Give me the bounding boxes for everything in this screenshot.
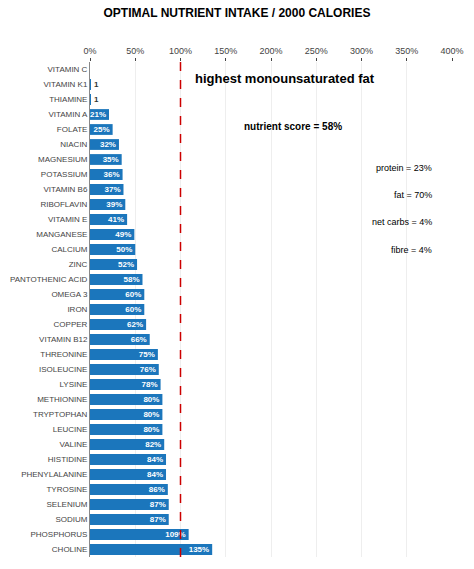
svg-text:LYSINE: LYSINE [60, 380, 88, 389]
svg-text:200%: 200% [259, 46, 282, 56]
svg-text:350%: 350% [395, 46, 418, 56]
svg-text:76%: 76% [140, 365, 156, 374]
svg-text:37%: 37% [104, 185, 120, 194]
svg-text:RIBOFLAVIN: RIBOFLAVIN [40, 200, 87, 209]
svg-text:78%: 78% [142, 380, 158, 389]
svg-text:50%: 50% [116, 245, 132, 254]
svg-text:1: 1 [94, 95, 99, 104]
svg-text:ZINC: ZINC [69, 260, 88, 269]
svg-text:CALCIUM: CALCIUM [51, 245, 87, 254]
svg-text:86%: 86% [149, 485, 165, 494]
svg-text:POTASSIUM: POTASSIUM [41, 170, 88, 179]
svg-text:TYROSINE: TYROSINE [46, 485, 87, 494]
svg-text:150%: 150% [214, 46, 237, 56]
svg-text:MANGANESE: MANGANESE [36, 230, 87, 239]
svg-text:VITAMIN C: VITAMIN C [48, 65, 88, 74]
svg-text:PANTOTHENIC ACID: PANTOTHENIC ACID [10, 275, 88, 284]
svg-text:39%: 39% [106, 200, 122, 209]
svg-text:75%: 75% [139, 350, 155, 359]
svg-text:VITAMIN E: VITAMIN E [48, 215, 87, 224]
svg-text:nutrient score = 58%: nutrient score = 58% [244, 121, 342, 132]
svg-text:60%: 60% [125, 290, 141, 299]
svg-text:135%: 135% [189, 545, 209, 554]
svg-text:SODIUM: SODIUM [55, 515, 87, 524]
svg-text:LEUCINE: LEUCINE [53, 425, 88, 434]
svg-text:COPPER: COPPER [54, 320, 88, 329]
svg-text:NIACIN: NIACIN [60, 140, 87, 149]
svg-text:net carbs = 4%: net carbs = 4% [372, 217, 432, 227]
svg-text:80%: 80% [143, 425, 159, 434]
svg-text:84%: 84% [147, 455, 163, 464]
svg-text:82%: 82% [145, 440, 161, 449]
svg-text:100%: 100% [169, 46, 192, 56]
svg-text:TRYPTOPHAN: TRYPTOPHAN [33, 410, 88, 419]
svg-text:CHOLINE: CHOLINE [52, 545, 88, 554]
svg-text:32%: 32% [100, 140, 116, 149]
svg-text:PHOSPHORUS: PHOSPHORUS [30, 530, 87, 539]
svg-text:21%: 21% [90, 110, 106, 119]
svg-text:SELENIUM: SELENIUM [46, 500, 87, 509]
svg-text:400%: 400% [440, 46, 463, 56]
svg-text:IRON: IRON [67, 305, 87, 314]
svg-text:80%: 80% [143, 395, 159, 404]
svg-text:VITAMIN B6: VITAMIN B6 [44, 185, 88, 194]
svg-text:VALINE: VALINE [60, 440, 88, 449]
svg-text:300%: 300% [350, 46, 373, 56]
svg-text:87%: 87% [150, 500, 166, 509]
svg-text:ISOLEUCINE: ISOLEUCINE [39, 365, 87, 374]
svg-text:35%: 35% [103, 155, 119, 164]
svg-text:OPTIMAL NUTRIENT INTAKE / 2000: OPTIMAL NUTRIENT INTAKE / 2000 CALORIES [104, 6, 371, 20]
svg-text:HISTIDINE: HISTIDINE [48, 455, 88, 464]
svg-text:OMEGA 3: OMEGA 3 [51, 290, 88, 299]
svg-text:84%: 84% [147, 470, 163, 479]
svg-text:highest monounsaturated fat: highest monounsaturated fat [195, 71, 375, 86]
svg-text:PHENYLALANINE: PHENYLALANINE [21, 470, 87, 479]
svg-text:58%: 58% [123, 275, 139, 284]
svg-text:62%: 62% [127, 320, 143, 329]
svg-text:protein = 23%: protein = 23% [376, 163, 432, 173]
svg-text:60%: 60% [125, 305, 141, 314]
svg-text:36%: 36% [104, 170, 120, 179]
svg-text:66%: 66% [131, 335, 147, 344]
svg-text:METHIONINE: METHIONINE [37, 395, 87, 404]
svg-text:fibre = 4%: fibre = 4% [391, 245, 432, 255]
svg-text:25%: 25% [94, 125, 110, 134]
svg-text:THIAMINE: THIAMINE [49, 95, 87, 104]
svg-text:FOLATE: FOLATE [57, 125, 88, 134]
svg-text:50%: 50% [126, 46, 144, 56]
svg-text:1: 1 [94, 80, 99, 89]
svg-text:250%: 250% [305, 46, 328, 56]
svg-text:fat = 70%: fat = 70% [394, 190, 432, 200]
svg-text:52%: 52% [118, 260, 134, 269]
svg-text:MAGNESIUM: MAGNESIUM [38, 155, 88, 164]
svg-text:109%: 109% [165, 530, 185, 539]
svg-text:49%: 49% [115, 230, 131, 239]
svg-text:41%: 41% [108, 215, 124, 224]
svg-text:VITAMIN K1: VITAMIN K1 [44, 80, 88, 89]
svg-text:VITAMIN A: VITAMIN A [48, 110, 88, 119]
svg-text:87%: 87% [150, 515, 166, 524]
svg-text:80%: 80% [143, 410, 159, 419]
svg-text:THREONINE: THREONINE [40, 350, 87, 359]
svg-text:VITAMIN B12: VITAMIN B12 [39, 335, 88, 344]
svg-text:0%: 0% [83, 46, 96, 56]
